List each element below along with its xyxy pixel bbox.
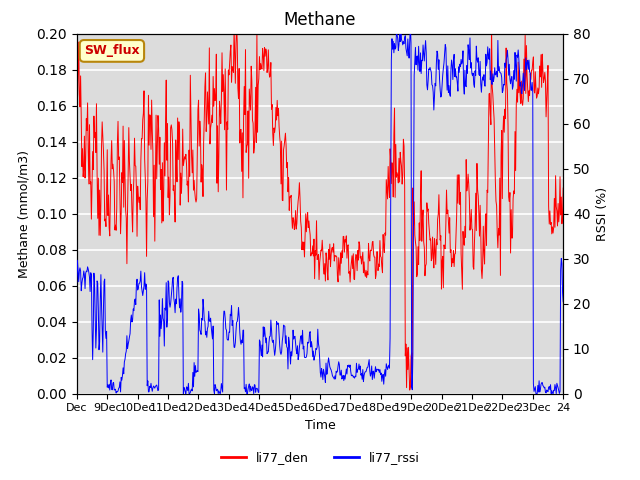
Title: Methane: Methane [284, 11, 356, 29]
Y-axis label: Methane (mmol/m3): Methane (mmol/m3) [18, 150, 31, 277]
X-axis label: Time: Time [305, 419, 335, 432]
Text: SW_flux: SW_flux [84, 44, 140, 58]
Y-axis label: RSSI (%): RSSI (%) [596, 187, 609, 240]
Legend: li77_den, li77_rssi: li77_den, li77_rssi [216, 446, 424, 469]
